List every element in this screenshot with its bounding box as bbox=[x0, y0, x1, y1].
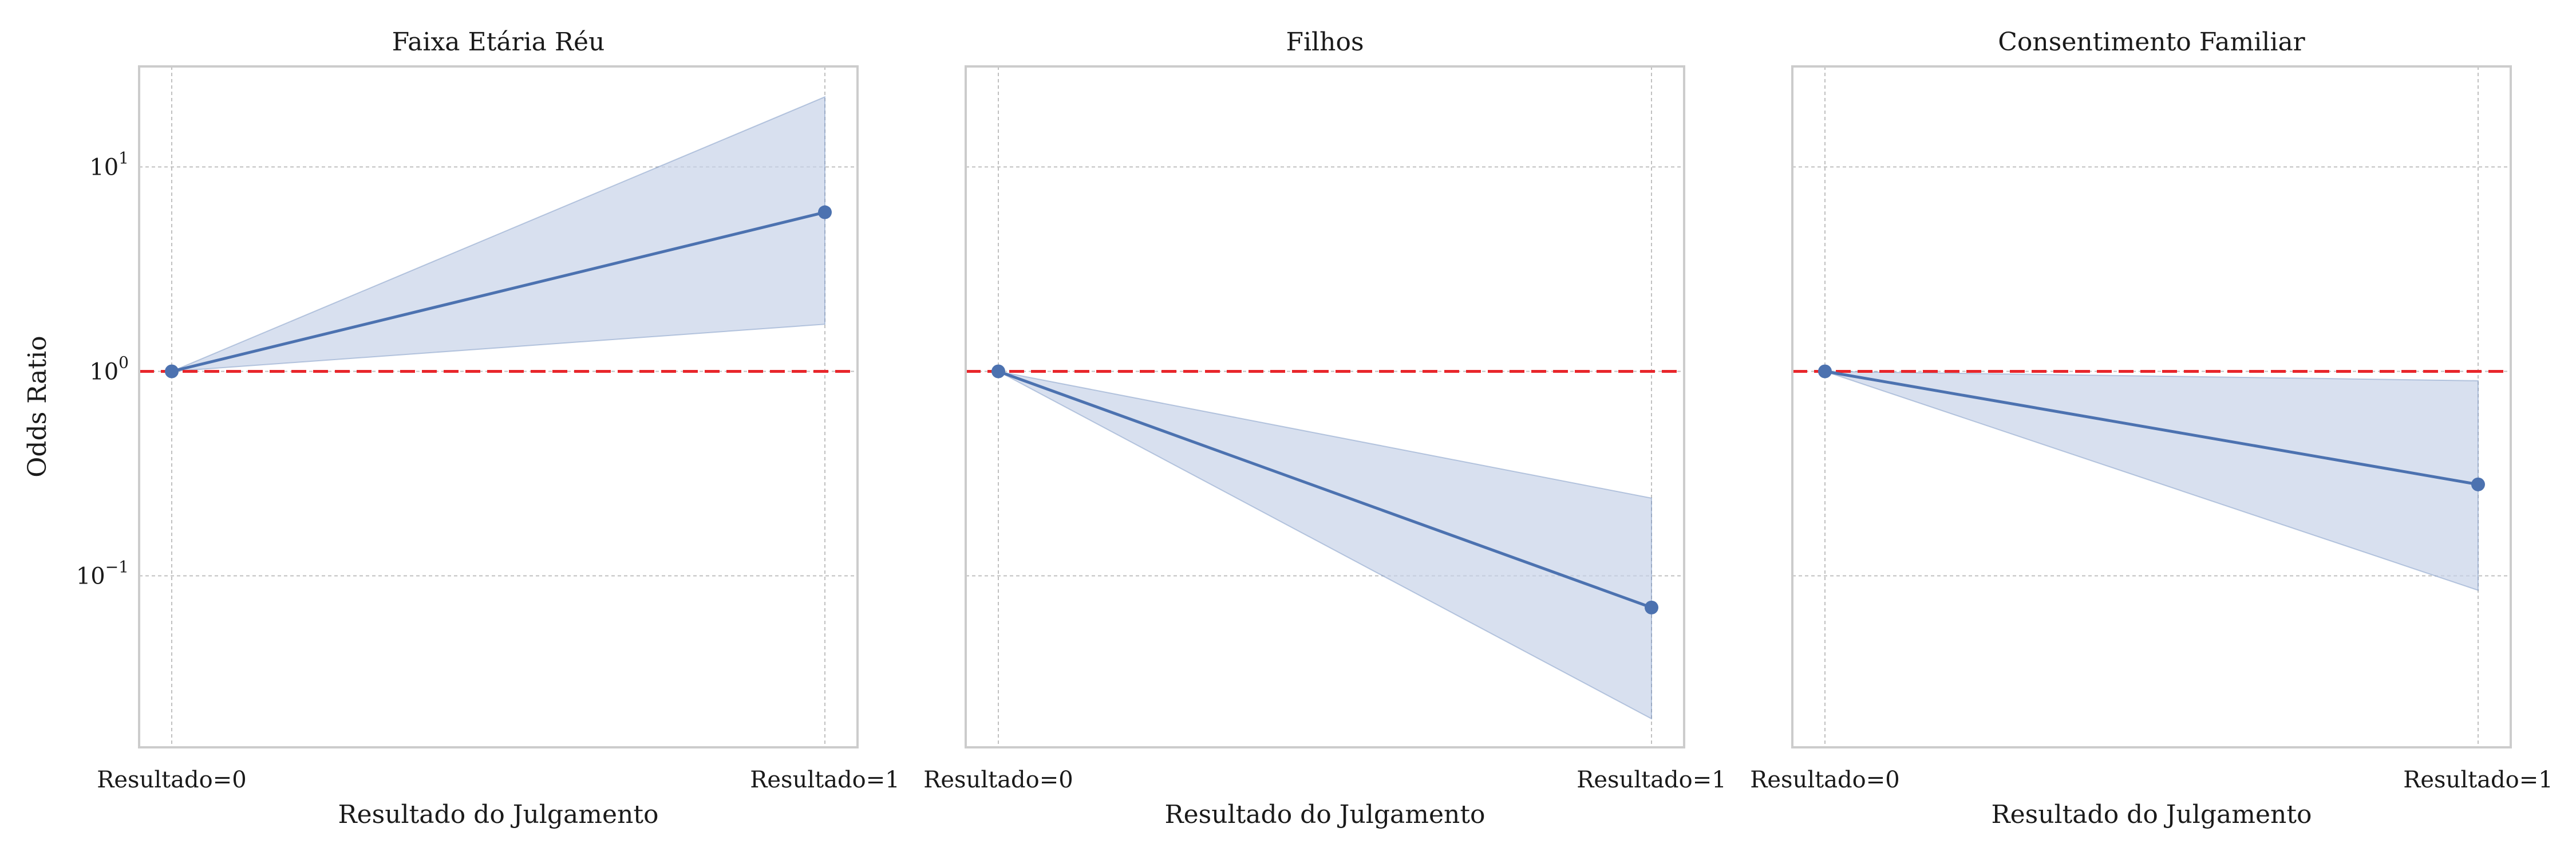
x-tick-label: Resultado=1 bbox=[2403, 767, 2553, 793]
series-line bbox=[998, 370, 1652, 609]
x-tick-label: Resultado=0 bbox=[1750, 767, 1899, 793]
chart-title: Faixa Etária Réu bbox=[392, 27, 605, 57]
chart-panel-3: Consentimento Familiar Resultado=0 Resulta… bbox=[1750, 27, 2553, 829]
y-tick-label: 100 bbox=[89, 353, 129, 385]
y-axis-label: Odds Ratio bbox=[23, 336, 52, 478]
data-point bbox=[1645, 600, 1658, 614]
x-axis-label: Resultado do Julgamento bbox=[1164, 800, 1485, 829]
x-tick-label: Resultado=1 bbox=[1577, 767, 1726, 793]
chart-title: Filhos bbox=[1286, 27, 1364, 57]
x-tick-label: Resultado=0 bbox=[923, 767, 1073, 793]
x-axis-label: Resultado do Julgamento bbox=[338, 800, 658, 829]
chart-panel-2: Filhos Resultado=0 Resultado=1 Resultado do… bbox=[923, 27, 1726, 829]
data-point bbox=[2471, 477, 2485, 491]
series-line bbox=[171, 211, 825, 373]
y-tick-label: 101 bbox=[89, 148, 129, 180]
confidence-band bbox=[998, 371, 1652, 720]
data-point bbox=[991, 364, 1005, 379]
data-point bbox=[818, 205, 832, 219]
x-tick-label: Resultado=1 bbox=[750, 767, 899, 793]
chart-title: Consentimento Familiar bbox=[1998, 27, 2305, 57]
plot-frame bbox=[1791, 65, 2512, 748]
confidence-band bbox=[1824, 371, 2479, 592]
x-axis-label: Resultado do Julgamento bbox=[1991, 800, 2312, 829]
chart-panel-1: Faixa Etária Réu Resultado=0 Resultado=1 Re… bbox=[76, 27, 900, 829]
panels: Faixa Etária Réu Resultado=0 Resultado=1 Re… bbox=[76, 27, 2553, 829]
plot-frame bbox=[138, 65, 859, 748]
data-point bbox=[1818, 364, 1832, 379]
plot-frame bbox=[965, 65, 1685, 748]
confidence-band bbox=[171, 96, 825, 372]
data-point bbox=[165, 364, 179, 379]
y-tick-label: 10−1 bbox=[76, 558, 129, 590]
series-line bbox=[1824, 370, 2479, 486]
x-tick-label: Resultado=0 bbox=[97, 767, 246, 793]
